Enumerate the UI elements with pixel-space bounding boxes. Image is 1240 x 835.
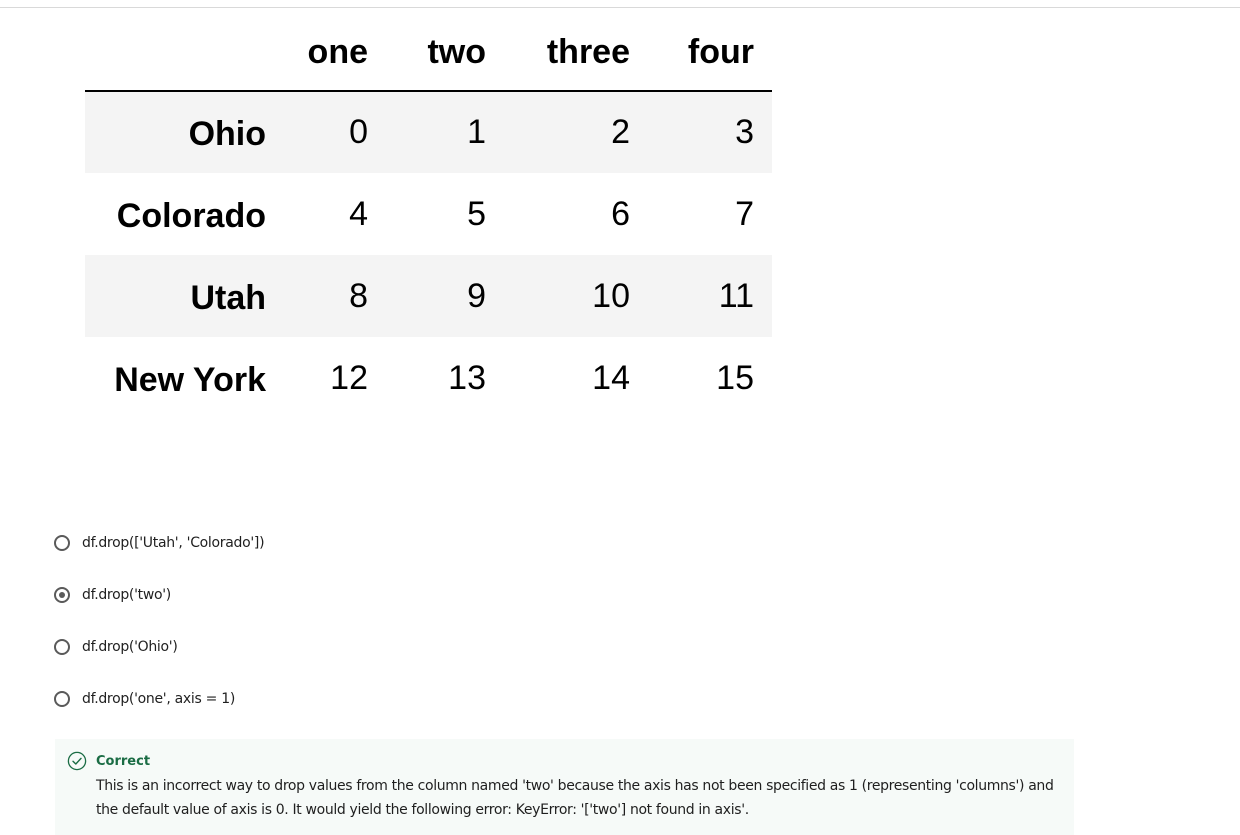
answer-option-3[interactable]: df.drop('Ohio') [54, 636, 264, 658]
row-index-label: Utah [190, 278, 266, 317]
table-cell: 10 [592, 276, 630, 315]
row-index-label: New York [114, 360, 266, 399]
table-cell: 9 [467, 276, 486, 315]
table-cell: 5 [467, 194, 486, 233]
answer-option-4[interactable]: df.drop('one', axis = 1) [54, 688, 264, 710]
column-header: four [648, 14, 772, 92]
table-row: Colorado 4 5 6 7 [85, 173, 772, 255]
index-header [85, 14, 266, 92]
radio-button-selected[interactable] [54, 587, 70, 603]
feedback-panel: Correct This is an incorrect way to drop… [55, 739, 1074, 835]
answer-option-2[interactable]: df.drop('two') [54, 584, 264, 606]
column-header: one [266, 14, 386, 92]
table-cell: 0 [349, 113, 368, 151]
table-cell: 2 [611, 113, 630, 151]
top-divider [0, 7, 1240, 8]
row-index-label: Ohio [188, 115, 266, 153]
radio-button[interactable] [54, 691, 70, 707]
table-cell: 4 [349, 194, 368, 233]
answer-option-1[interactable]: df.drop(['Utah', 'Colorado']) [54, 532, 265, 554]
feedback-explanation: This is an incorrect way to drop values … [96, 778, 1054, 818]
table-cell: 6 [611, 194, 630, 233]
radio-button[interactable] [54, 535, 70, 551]
table-cell: 12 [330, 358, 368, 397]
feedback-status: Correct [96, 753, 151, 769]
check-circle-icon [67, 751, 87, 771]
table-cell: 7 [735, 194, 754, 233]
option-label: df.drop('two') [82, 587, 171, 603]
table-cell: 15 [716, 358, 754, 397]
table-cell: 11 [718, 276, 754, 315]
feedback-header: Correct [67, 751, 1062, 771]
answer-options: df.drop(['Utah', 'Colorado']) df.drop('t… [54, 532, 265, 740]
dataframe-table: one two three four Ohio 0 1 2 3 Colorado… [85, 14, 772, 419]
table-row: Utah 8 9 10 11 [85, 255, 772, 337]
table-cell: 14 [592, 358, 630, 397]
radio-button[interactable] [54, 639, 70, 655]
table-row: New York 12 13 14 15 [85, 337, 772, 419]
table-cell: 1 [467, 113, 486, 151]
table-header-row: one two three four [85, 14, 772, 92]
row-index-label: Colorado [116, 196, 266, 235]
option-label: df.drop('Ohio') [82, 639, 178, 655]
table-cell: 13 [448, 358, 486, 397]
table-cell: 3 [735, 113, 754, 151]
table-cell: 8 [349, 276, 368, 315]
option-label: df.drop('one', axis = 1) [82, 691, 235, 707]
column-header: two [386, 14, 504, 92]
option-label: df.drop(['Utah', 'Colorado']) [82, 535, 265, 551]
column-header: three [504, 14, 648, 92]
table-row: Ohio 0 1 2 3 [85, 91, 772, 173]
